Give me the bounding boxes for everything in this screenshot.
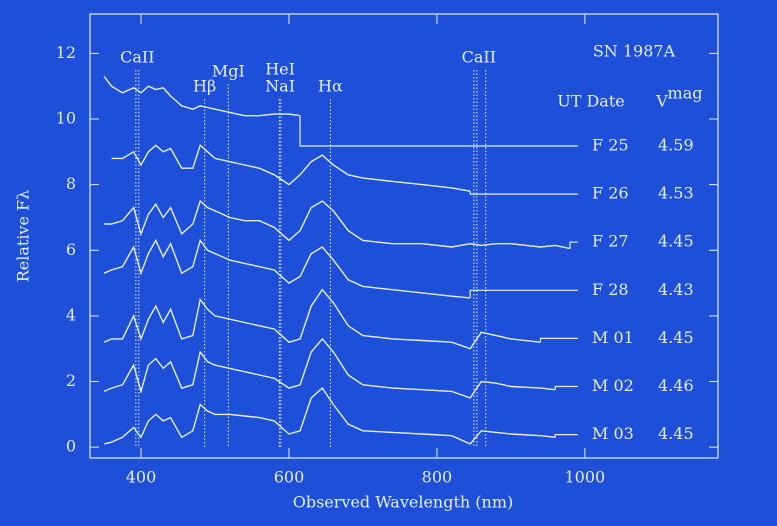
spectrum-line (103, 387, 556, 445)
spectral-line-label: CaII (462, 48, 496, 67)
connector-line (469, 191, 578, 195)
series-name: F 28 (592, 280, 629, 299)
y-tick-label: 12 (56, 43, 76, 62)
series-name: F 27 (592, 232, 629, 251)
series-magnitude: 4.45 (658, 232, 694, 251)
table-header: V (655, 92, 668, 111)
spectrum-line (103, 238, 471, 299)
x-tick-label: 600 (274, 468, 305, 487)
y-tick-label: 6 (66, 240, 76, 259)
spectral-line-label: NaI (265, 77, 295, 96)
table-header: UT Date (557, 92, 625, 111)
connector-line (299, 115, 578, 147)
series-magnitude: 4.59 (658, 136, 694, 155)
spectral-line-label: Hα (318, 77, 343, 96)
series-name: M 01 (592, 328, 634, 347)
x-tick-label: 1000 (564, 468, 605, 487)
series-magnitude: 4.45 (658, 328, 694, 347)
connector-line (554, 434, 578, 438)
y-axis-label: Relative Fλ (14, 190, 33, 283)
spectrum-line (103, 337, 556, 399)
series-name: F 25 (592, 136, 629, 155)
y-tick-label: 0 (66, 437, 76, 456)
series-name: M 03 (592, 424, 634, 443)
spectrum-line (104, 199, 571, 250)
series-magnitude: 4.43 (658, 280, 694, 299)
spectral-line-label: MgI (212, 62, 245, 81)
spectral-line-label: CaII (120, 48, 154, 67)
magnitude-superscript: mag (668, 84, 703, 103)
spectral-line-label: Hβ (193, 77, 216, 96)
series-magnitude: 4.46 (658, 376, 694, 395)
y-tick-label: 2 (66, 371, 76, 390)
connector-line (539, 337, 578, 343)
x-tick-label: 400 (126, 468, 157, 487)
connector-line (554, 385, 578, 390)
connector-line (569, 241, 578, 249)
series-magnitude: 4.45 (658, 424, 694, 443)
plot-frame (89, 13, 719, 459)
spectrum-line (111, 144, 471, 192)
connector-line (469, 289, 578, 298)
x-tick-label: 800 (422, 468, 453, 487)
spectral-line-label: HeI (265, 60, 295, 79)
y-tick-label: 8 (66, 174, 76, 193)
chart-title: SN 1987A (593, 42, 676, 61)
y-tick-label: 10 (56, 109, 76, 128)
spectrum-line (103, 75, 301, 117)
x-axis-label: Observed Wavelength (nm) (293, 493, 514, 512)
series-name: M 02 (592, 376, 634, 395)
spectrum-line (103, 288, 541, 350)
y-tick-label: 4 (66, 305, 76, 324)
series-magnitude: 4.53 (658, 184, 694, 203)
series-name: F 26 (592, 184, 629, 203)
